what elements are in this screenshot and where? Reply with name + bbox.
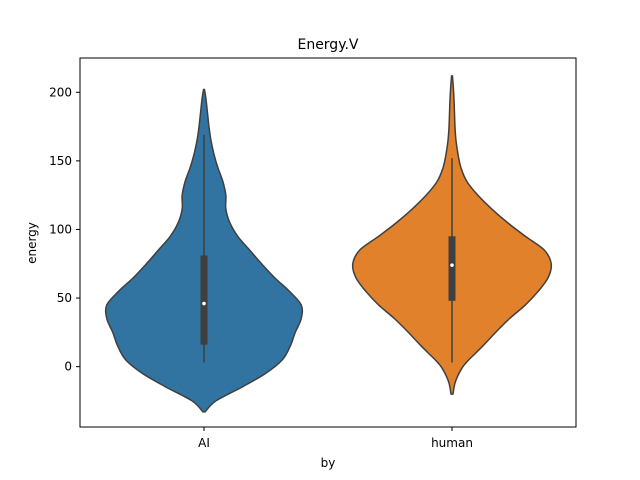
- median-dot-human: [450, 263, 454, 267]
- iqr-box-human: [448, 236, 456, 301]
- y-axis: 0 50 100 150 200: [49, 85, 80, 374]
- x-axis-label: by: [321, 456, 336, 470]
- y-tick-label: 0: [64, 360, 72, 374]
- chart-title: Energy.V: [297, 37, 358, 53]
- x-tick-label: AI: [198, 436, 210, 450]
- y-tick-label: 150: [49, 154, 72, 168]
- y-tick-label: 50: [57, 291, 72, 305]
- violins-layer: [104, 75, 553, 413]
- y-tick-label: 100: [49, 222, 72, 236]
- y-tick-label: 200: [49, 85, 72, 99]
- x-axis: AI human: [198, 427, 473, 450]
- iqr-box-ai: [200, 255, 208, 345]
- y-axis-label: energy: [25, 222, 39, 264]
- median-dot-ai: [202, 301, 206, 306]
- plot-frame: [79, 57, 577, 428]
- x-tick-label: human: [431, 436, 473, 450]
